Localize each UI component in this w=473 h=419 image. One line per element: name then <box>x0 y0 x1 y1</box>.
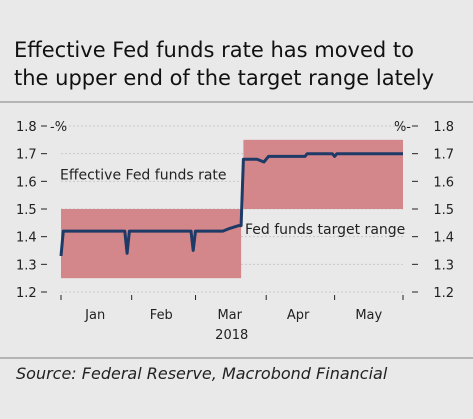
effr-line <box>59 152 403 257</box>
target-range-band <box>61 209 242 279</box>
y-tick-label-right: 1.5 <box>433 203 454 218</box>
x-tick-label: Jan <box>84 308 105 323</box>
y-tick-label-left: 1.6 <box>16 175 37 190</box>
title-divider <box>0 101 473 103</box>
y-tick-label-right: 1.7 <box>433 148 454 163</box>
right-axis-unit: %- <box>394 120 411 135</box>
effr-series-label: Effective Fed funds rate <box>60 167 227 183</box>
y-tick-label-left: 1.7 <box>16 148 37 163</box>
y-tick-label-right: 1.8 <box>433 120 454 135</box>
y-tick-label-left: 1.3 <box>16 258 37 273</box>
y-tick-label-right: 1.2 <box>433 286 454 301</box>
y-tick-label-left: 1.2 <box>16 286 37 301</box>
y-tick-label-left: 1.5 <box>16 203 37 218</box>
y-tick-label-left: 1.8 <box>16 120 37 135</box>
x-tick-label: Mar <box>217 308 242 323</box>
x-axis-year-label: 2018 <box>215 328 248 343</box>
chart-title-line-2: the upper end of the target range lately <box>14 66 435 90</box>
x-tick-label: Feb <box>150 308 173 323</box>
source-note: Source: Federal Reserve, Macrobond Finan… <box>16 364 388 383</box>
fed-funds-chart: 1.2 1.2 1.3 1.3 1.4 1.4 1.5 1.5 1.6 1.6 1.7 1.7 1.8 1… <box>16 120 454 343</box>
x-tick-label: Apr <box>287 308 310 323</box>
y-tick-label-right: 1.3 <box>433 258 454 273</box>
y-tick-label-right: 1.6 <box>433 175 454 190</box>
chart-title-line-1: Effective Fed funds rate has moved to <box>14 38 414 62</box>
target-range-band <box>243 139 403 209</box>
chart-title: Effective Fed funds rate has moved to th… <box>14 36 464 92</box>
y-tick-label-right: 1.4 <box>433 231 454 246</box>
source-divider <box>0 357 473 359</box>
left-axis-unit: -% <box>50 120 67 135</box>
target-range-series-label: Fed funds target range <box>245 222 405 238</box>
y-tick-label-left: 1.4 <box>16 231 37 246</box>
x-tick-label: May <box>355 308 382 323</box>
